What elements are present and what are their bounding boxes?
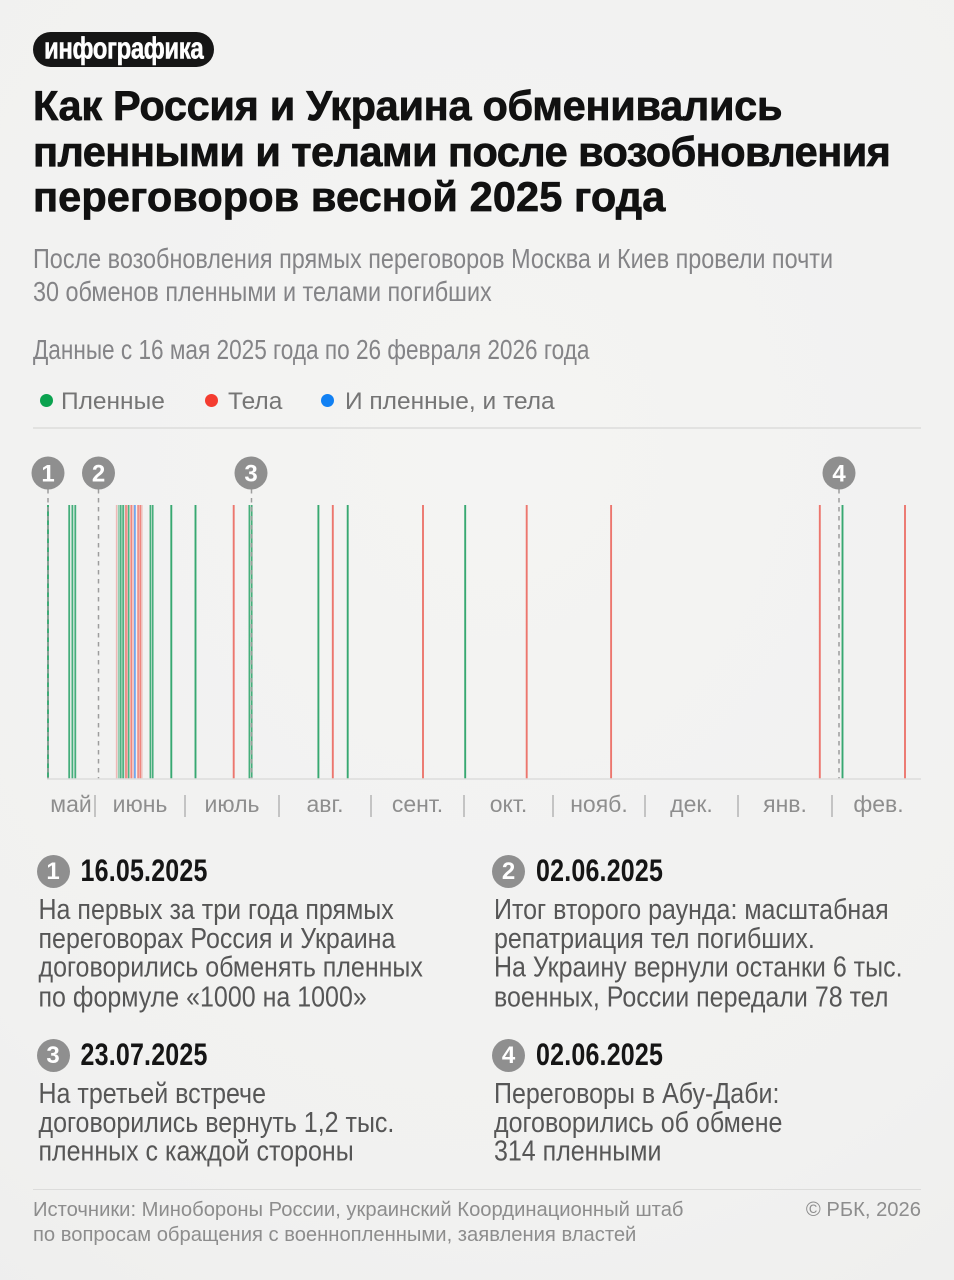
svg-text:май: май [50,791,91,817]
svg-text:июнь: июнь [113,791,168,817]
svg-text:фев.: фев. [853,791,903,817]
svg-text:сент.: сент. [392,791,443,817]
svg-text:авг.: авг. [307,791,344,817]
svg-text:июль: июль [205,791,260,817]
svg-text:3: 3 [244,461,257,488]
svg-text:окт.: окт. [490,791,528,817]
svg-text:4: 4 [832,461,846,488]
svg-text:2: 2 [92,461,105,488]
svg-text:нояб.: нояб. [570,791,628,817]
svg-text:1: 1 [41,461,54,488]
svg-text:янв.: янв. [763,791,807,817]
svg-text:дек.: дек. [670,791,713,817]
